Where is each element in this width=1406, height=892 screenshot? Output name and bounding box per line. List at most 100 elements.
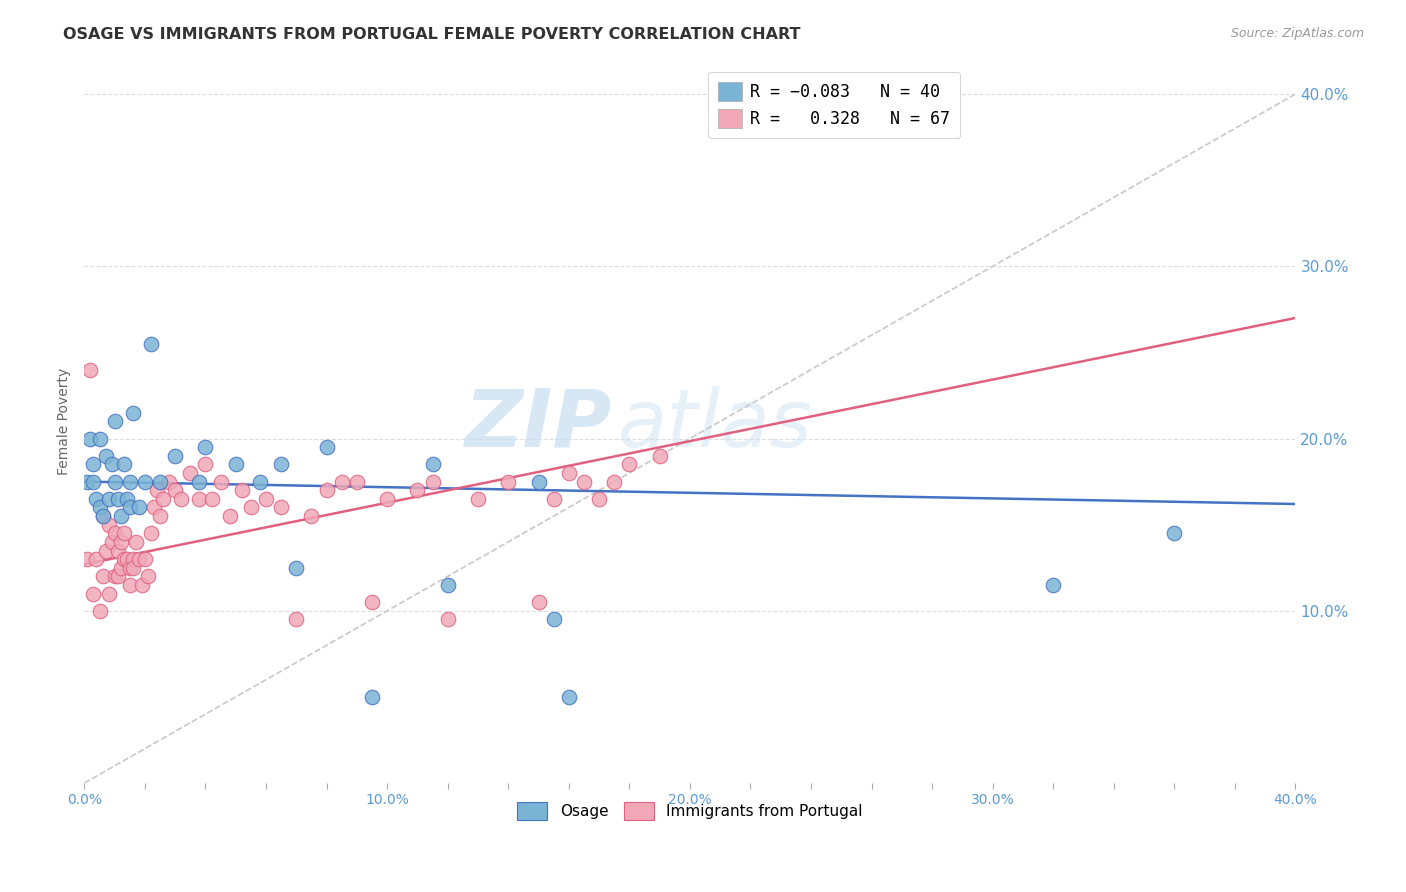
- Text: OSAGE VS IMMIGRANTS FROM PORTUGAL FEMALE POVERTY CORRELATION CHART: OSAGE VS IMMIGRANTS FROM PORTUGAL FEMALE…: [63, 27, 801, 42]
- Point: [170, 491, 193, 506]
- Point: [76, 475, 98, 489]
- Point: [543, 612, 565, 626]
- Point: [118, 578, 141, 592]
- Point: [218, 509, 240, 524]
- Point: [91, 569, 114, 583]
- Point: [107, 491, 129, 506]
- Point: [104, 414, 127, 428]
- Point: [112, 552, 135, 566]
- Point: [543, 491, 565, 506]
- Point: [200, 491, 222, 506]
- Point: [225, 458, 247, 472]
- Point: [118, 560, 141, 574]
- Point: [110, 509, 132, 524]
- Point: [301, 509, 323, 524]
- Point: [346, 475, 368, 489]
- Point: [134, 475, 156, 489]
- Text: ZIP: ZIP: [464, 386, 612, 464]
- Point: [375, 491, 398, 506]
- Text: Source: ZipAtlas.com: Source: ZipAtlas.com: [1230, 27, 1364, 40]
- Point: [107, 569, 129, 583]
- Point: [118, 475, 141, 489]
- Point: [121, 560, 143, 574]
- Point: [91, 509, 114, 524]
- Point: [94, 543, 117, 558]
- Point: [231, 483, 253, 498]
- Point: [436, 612, 458, 626]
- Point: [422, 475, 444, 489]
- Point: [118, 500, 141, 515]
- Point: [270, 500, 292, 515]
- Point: [572, 475, 595, 489]
- Point: [125, 535, 148, 549]
- Point: [527, 475, 550, 489]
- Point: [436, 578, 458, 592]
- Point: [152, 491, 174, 506]
- Point: [157, 475, 180, 489]
- Legend: Osage, Immigrants from Portugal: Osage, Immigrants from Portugal: [510, 797, 869, 826]
- Point: [285, 612, 308, 626]
- Point: [139, 526, 162, 541]
- Point: [76, 552, 98, 566]
- Point: [104, 475, 127, 489]
- Point: [315, 440, 337, 454]
- Point: [82, 586, 104, 600]
- Point: [588, 491, 610, 506]
- Point: [121, 552, 143, 566]
- Point: [94, 449, 117, 463]
- Point: [179, 466, 201, 480]
- Point: [79, 432, 101, 446]
- Point: [194, 458, 217, 472]
- Point: [136, 569, 159, 583]
- Point: [149, 509, 172, 524]
- Point: [110, 560, 132, 574]
- Point: [558, 466, 581, 480]
- Point: [1163, 526, 1185, 541]
- Point: [139, 336, 162, 351]
- Point: [149, 475, 172, 489]
- Point: [97, 491, 120, 506]
- Point: [89, 500, 111, 515]
- Point: [361, 595, 384, 609]
- Point: [330, 475, 353, 489]
- Point: [82, 458, 104, 472]
- Point: [188, 475, 211, 489]
- Point: [361, 690, 384, 704]
- Point: [209, 475, 232, 489]
- Point: [165, 449, 187, 463]
- Point: [104, 569, 127, 583]
- Point: [239, 500, 262, 515]
- Point: [134, 552, 156, 566]
- Point: [91, 509, 114, 524]
- Point: [422, 458, 444, 472]
- Point: [406, 483, 429, 498]
- Point: [107, 543, 129, 558]
- Point: [131, 578, 153, 592]
- Point: [165, 483, 187, 498]
- Point: [97, 586, 120, 600]
- Point: [89, 432, 111, 446]
- Y-axis label: Female Poverty: Female Poverty: [58, 368, 72, 475]
- Point: [79, 362, 101, 376]
- Point: [270, 458, 292, 472]
- Point: [86, 491, 108, 506]
- Point: [112, 526, 135, 541]
- Point: [527, 595, 550, 609]
- Point: [104, 526, 127, 541]
- Point: [194, 440, 217, 454]
- Point: [97, 517, 120, 532]
- Point: [496, 475, 519, 489]
- Point: [86, 552, 108, 566]
- Point: [128, 500, 150, 515]
- Point: [254, 491, 277, 506]
- Point: [143, 500, 166, 515]
- Point: [188, 491, 211, 506]
- Point: [100, 535, 122, 549]
- Point: [249, 475, 271, 489]
- Text: atlas: atlas: [617, 386, 813, 464]
- Point: [89, 604, 111, 618]
- Point: [146, 483, 169, 498]
- Point: [100, 458, 122, 472]
- Point: [315, 483, 337, 498]
- Point: [285, 560, 308, 574]
